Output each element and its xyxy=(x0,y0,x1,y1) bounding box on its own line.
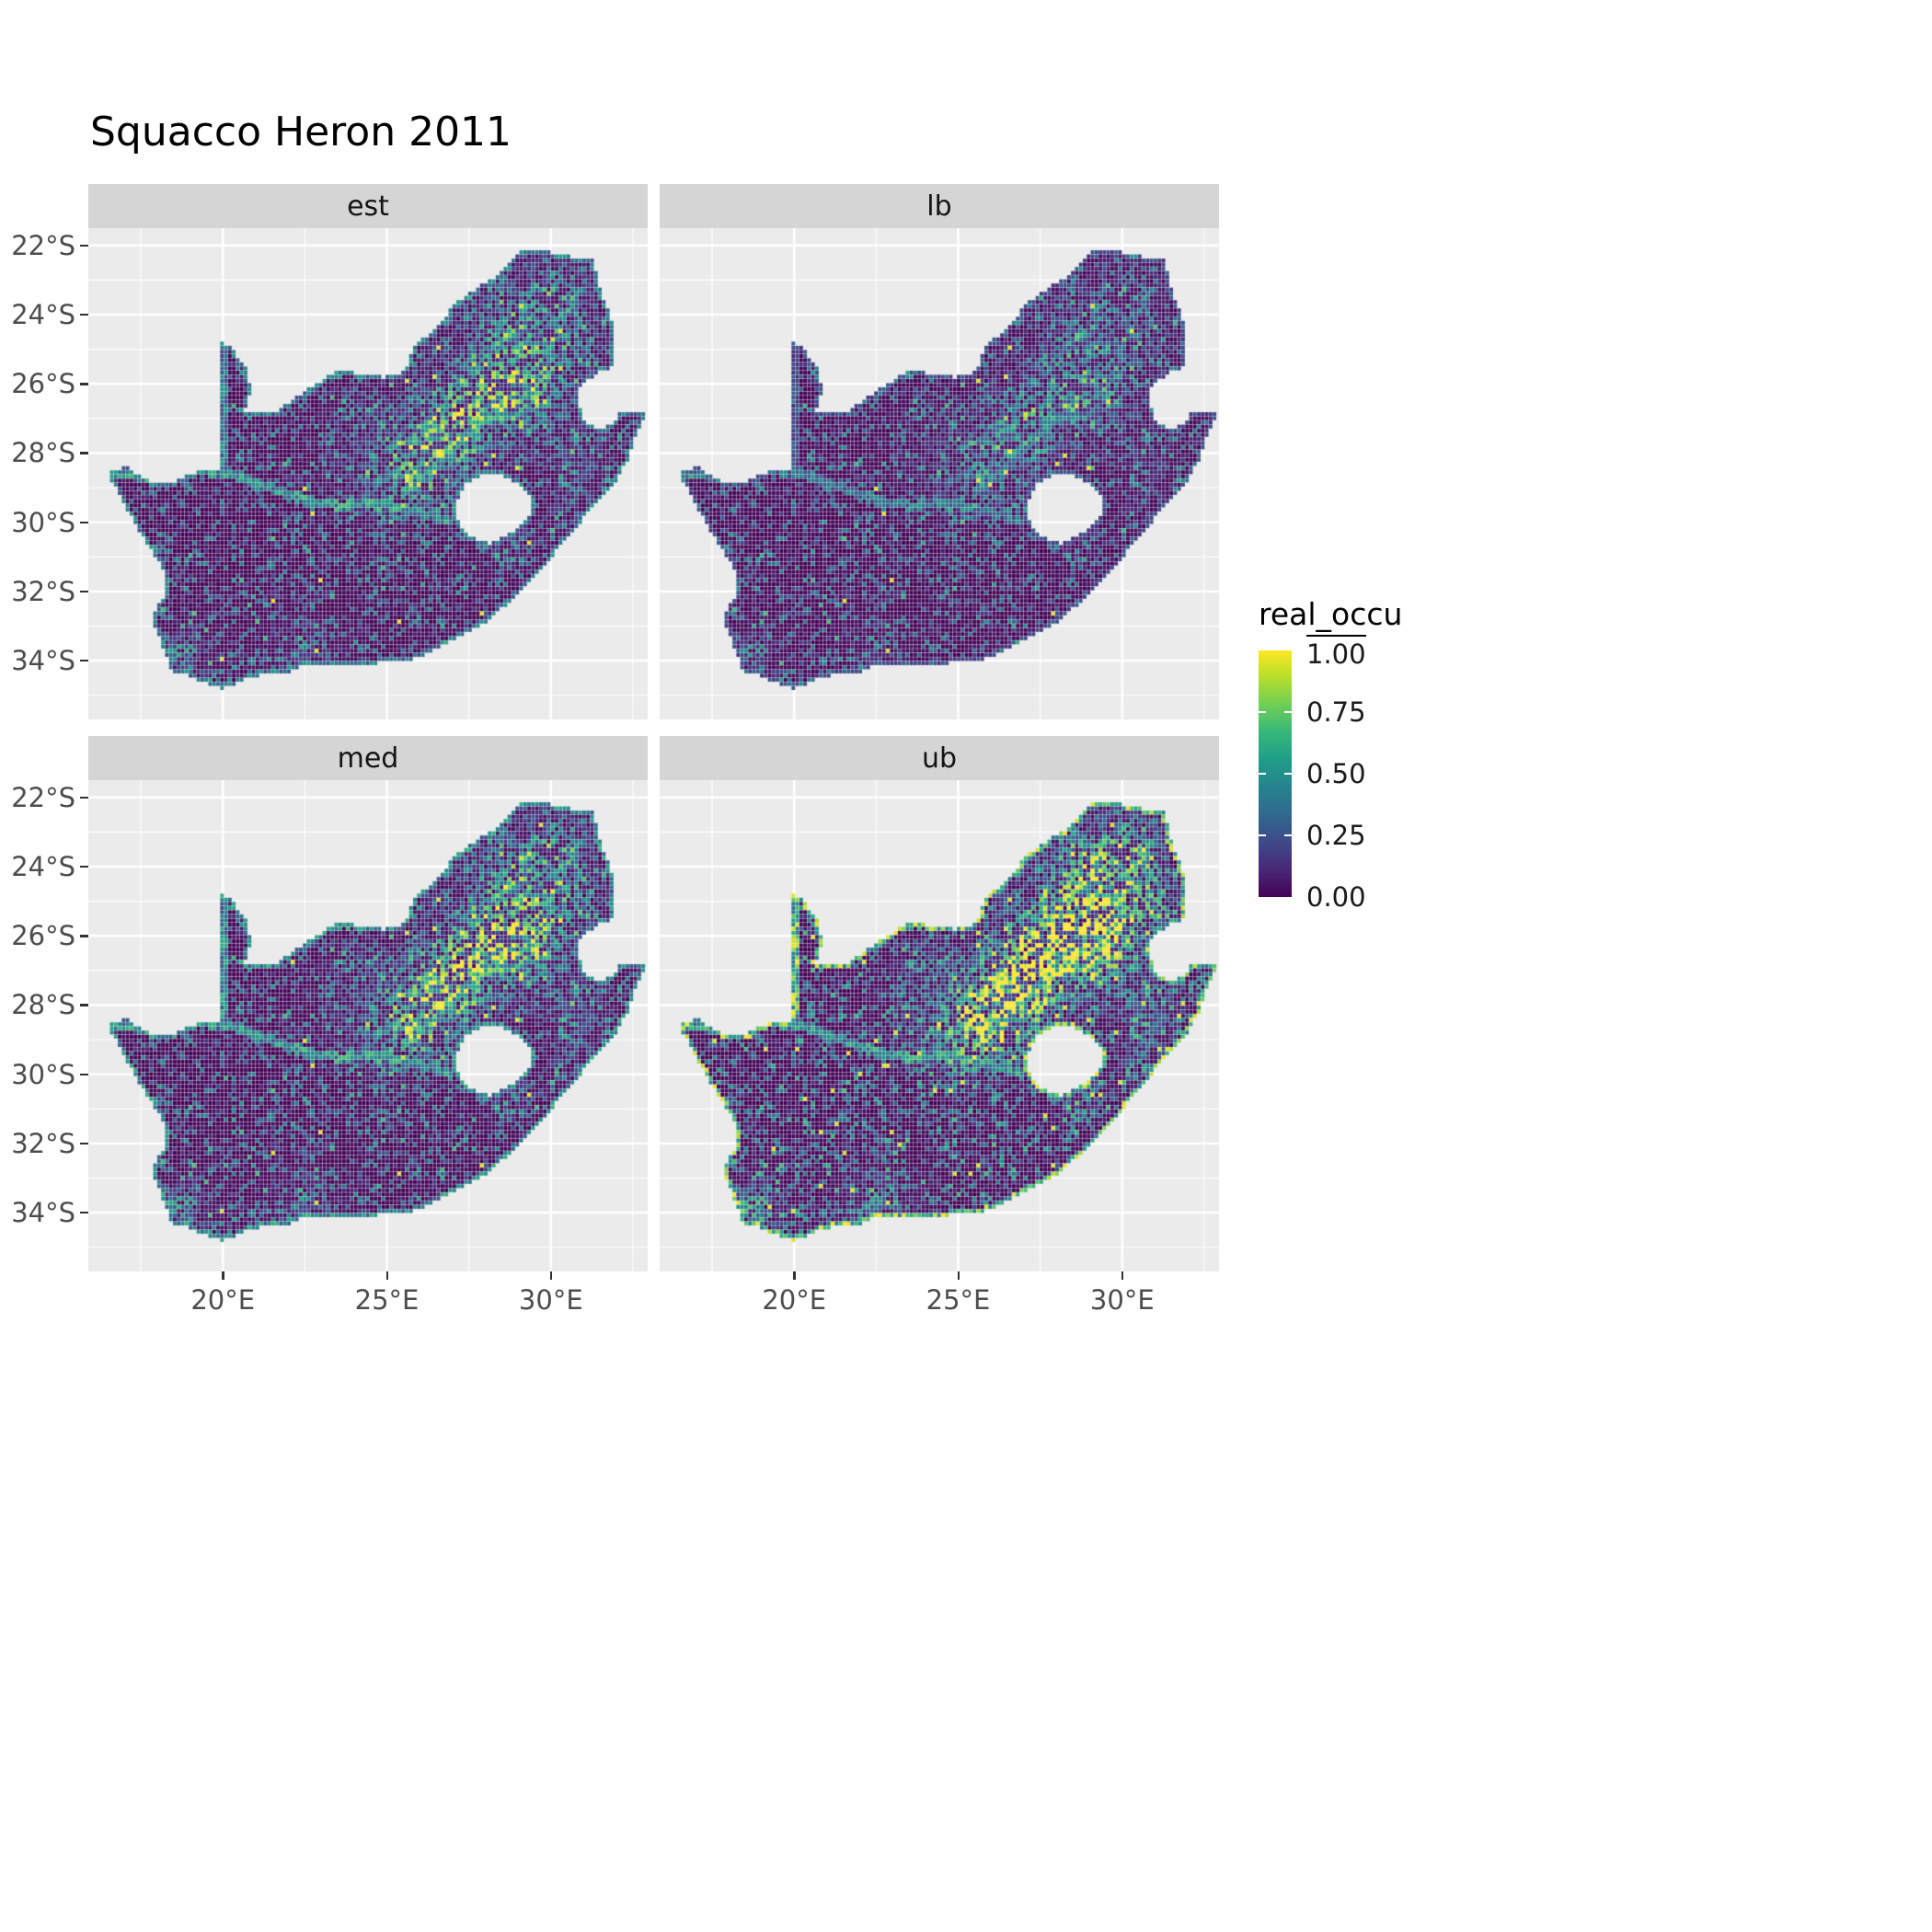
y-axis-tick-mark xyxy=(80,1004,88,1006)
y-axis-tick-label: 26°S xyxy=(11,368,75,400)
y-axis-tick-mark xyxy=(80,1142,88,1145)
y-axis-tick-label: 34°S xyxy=(11,645,75,677)
x-axis-tick-label: 20°E xyxy=(190,1284,256,1316)
legend-colorbar-tick xyxy=(1284,773,1292,775)
facet-strip-est: est xyxy=(88,184,648,228)
facet-strip-label-est: est xyxy=(347,190,389,223)
legend-tick-label: 0.75 xyxy=(1306,696,1366,728)
x-axis-tick-label: 30°E xyxy=(518,1284,583,1316)
y-axis-tick-mark xyxy=(80,452,88,454)
y-axis-tick-label: 32°S xyxy=(11,575,75,607)
y-axis-tick-label: 22°S xyxy=(11,781,75,813)
legend-colorbar-wrap: 1.00 0.75 0.50 0.25 0.00 xyxy=(1259,635,1478,917)
y-axis-tick-label: 26°S xyxy=(11,920,75,952)
legend-colorbar-tick xyxy=(1259,711,1266,713)
y-axis-tick-mark xyxy=(80,1212,88,1214)
facet-strip-label-med: med xyxy=(337,742,399,775)
y-axis-tick-mark xyxy=(80,244,88,247)
y-axis-tick-mark xyxy=(80,314,88,316)
legend-tick-label: 0.00 xyxy=(1306,881,1366,913)
map-panel-ub xyxy=(660,780,1219,1271)
x-axis-tick-mark xyxy=(793,1271,796,1280)
legend-colorbar-tick xyxy=(1259,834,1266,836)
x-axis-tick-mark xyxy=(957,1271,960,1280)
y-axis-tick-label: 30°S xyxy=(11,1058,75,1090)
x-axis-tick-label: 25°E xyxy=(926,1284,991,1316)
facet-strip-lb: lb xyxy=(660,184,1219,228)
y-axis-tick-label: 24°S xyxy=(11,851,75,882)
legend-colorbar-tick xyxy=(1259,773,1266,775)
y-axis-tick-label: 28°S xyxy=(11,989,75,1021)
y-axis-tick-mark xyxy=(80,590,88,593)
plot-title: Squacco Heron 2011 xyxy=(90,109,512,155)
facet-strip-label-ub: ub xyxy=(921,742,958,775)
facet-med: med xyxy=(88,736,648,1271)
x-axis-tick-label: 30°E xyxy=(1089,1284,1155,1316)
facet-lb: lb xyxy=(660,184,1219,719)
x-axis-tick-mark xyxy=(385,1271,388,1280)
legend: real_occu 1.00 0.75 0.50 0.25 0.00 xyxy=(1257,596,1478,917)
y-axis-tick-label: 32°S xyxy=(11,1127,75,1159)
legend-colorbar-tick xyxy=(1284,834,1292,836)
y-axis-tick-mark xyxy=(80,521,88,524)
raster-map-lb xyxy=(660,228,1219,719)
legend-tick-label: 1.00 xyxy=(1306,635,1366,670)
facet-est: est xyxy=(88,184,648,719)
y-axis-tick-mark xyxy=(80,935,88,937)
map-panel-est xyxy=(88,228,648,719)
y-axis-tick-mark xyxy=(80,1073,88,1076)
x-axis-tick-label: 20°E xyxy=(762,1284,827,1316)
facet-ub: ub xyxy=(660,736,1219,1271)
map-panel-med xyxy=(88,780,648,1271)
y-axis-tick-label: 22°S xyxy=(11,229,75,261)
facet-strip-label-lb: lb xyxy=(926,190,952,223)
x-axis-tick-label: 25°E xyxy=(354,1284,420,1316)
raster-map-ub xyxy=(660,780,1219,1271)
y-axis-tick-label: 24°S xyxy=(11,299,75,330)
y-axis-tick-mark xyxy=(80,796,88,799)
x-axis-tick-mark xyxy=(549,1271,553,1280)
legend-colorbar-tick xyxy=(1284,711,1292,713)
raster-map-est xyxy=(88,228,648,719)
y-axis-tick-mark xyxy=(80,383,88,385)
raster-map-med xyxy=(88,780,648,1271)
facet-strip-ub: ub xyxy=(660,736,1219,780)
y-axis-tick-label: 30°S xyxy=(11,506,75,538)
map-panel-lb xyxy=(660,228,1219,719)
legend-tick-label: 0.50 xyxy=(1306,758,1366,789)
y-axis-tick-mark xyxy=(80,866,88,868)
x-axis-tick-mark xyxy=(1121,1271,1124,1280)
legend-tick-label: 0.25 xyxy=(1306,820,1366,851)
y-axis-tick-mark xyxy=(80,660,88,662)
x-axis-tick-mark xyxy=(222,1271,224,1280)
legend-title: real_occu xyxy=(1259,596,1403,632)
facet-strip-med: med xyxy=(88,736,648,780)
y-axis-tick-label: 34°S xyxy=(11,1197,75,1229)
y-axis-tick-label: 28°S xyxy=(11,437,75,469)
